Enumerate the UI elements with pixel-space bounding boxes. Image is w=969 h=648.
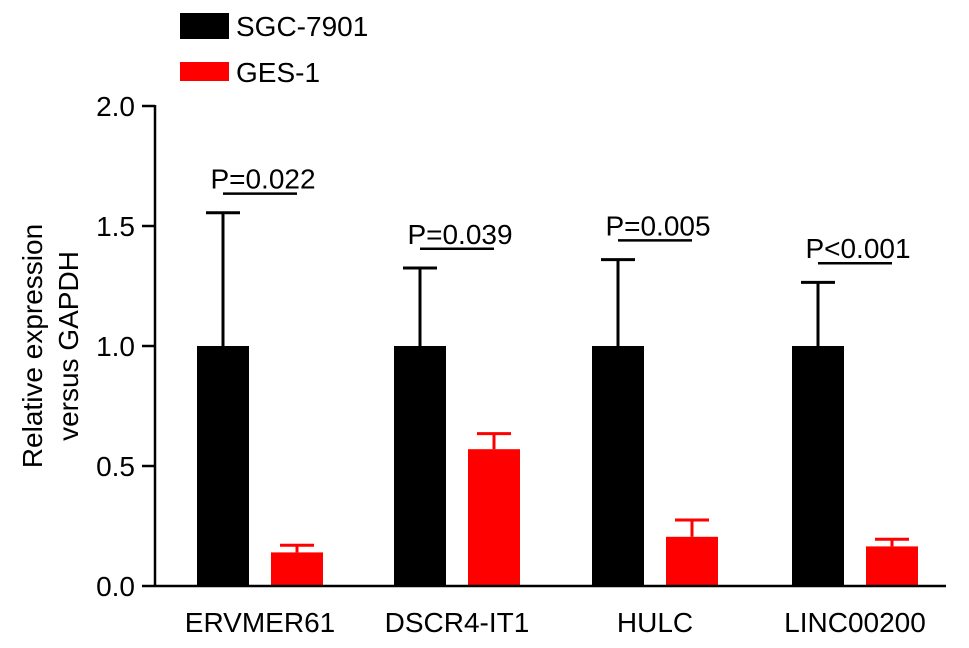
y-axis-title: Relative expression versus GAPDH: [17, 224, 84, 468]
y-tick-label: 1.5: [96, 211, 135, 242]
y-tick-label: 0.5: [96, 451, 135, 482]
bar-ges1: [271, 552, 323, 586]
x-category-label: ERVMER61: [185, 607, 335, 638]
y-axis: 0.0 0.5 1.0 1.5 2.0: [96, 91, 157, 602]
p-value-label: P=0.022: [210, 164, 315, 195]
x-axis: ERVMER61 DSCR4-IT1 HULC LINC00200: [155, 584, 946, 638]
significance-annotations: P=0.022 P=0.039 P=0.005 P<0.001: [210, 164, 911, 265]
bar-ges1: [666, 536, 718, 586]
p-value-label: P=0.005: [605, 210, 710, 241]
legend: SGC-7901 GES-1: [180, 11, 368, 88]
bar-sgc7901: [592, 346, 644, 586]
bars: [197, 211, 918, 586]
bar-sgc7901: [394, 346, 446, 586]
bar-ges1: [468, 449, 520, 586]
y-tick-label: 2.0: [96, 91, 135, 122]
legend-label-ges1: GES-1: [236, 57, 320, 88]
bar-ges1: [866, 546, 918, 586]
p-value-label: P=0.039: [407, 219, 512, 250]
bar-sgc7901: [197, 346, 249, 586]
bar-sgc7901: [792, 346, 844, 586]
y-axis-label-line2: versus GAPDH: [53, 251, 84, 441]
x-category-label: DSCR4-IT1: [385, 607, 530, 638]
legend-swatch-ges1: [180, 62, 229, 81]
p-value-label: P<0.001: [805, 233, 910, 264]
y-tick-label: 1.0: [96, 331, 135, 362]
y-tick-label: 0.0: [96, 571, 135, 602]
y-axis-label-line1: Relative expression: [17, 224, 48, 468]
x-category-label: LINC00200: [784, 607, 926, 638]
x-category-label: HULC: [617, 607, 693, 638]
legend-label-sgc7901: SGC-7901: [236, 11, 368, 42]
legend-swatch-sgc7901: [180, 13, 229, 39]
